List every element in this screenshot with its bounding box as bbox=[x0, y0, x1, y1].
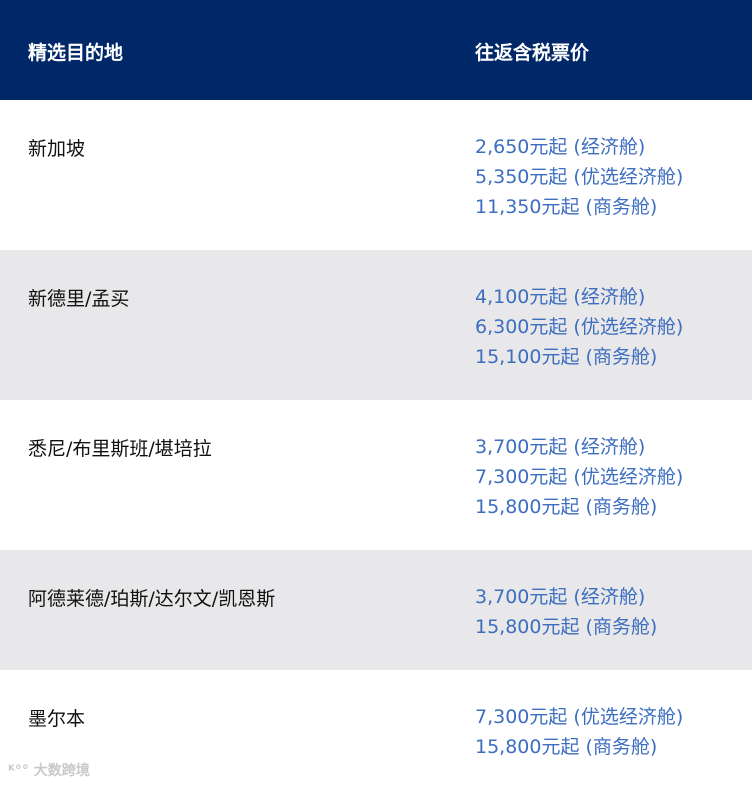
table-row: 新加坡 2,650元起 (经济舱) 5,350元起 (优选经济舱) 11,350… bbox=[0, 100, 752, 250]
price: 3,700元起 (经济舱) bbox=[475, 436, 646, 458]
price: 6,300元起 (优选经济舱) bbox=[475, 316, 684, 338]
price: 2,650元起 (经济舱) bbox=[475, 136, 646, 158]
price: 7,300元起 (优选经济舱) bbox=[475, 466, 684, 488]
destination: 阿德莱德/珀斯/达尔文/凯恩斯 bbox=[28, 588, 276, 610]
header-destination: 精选目的地 bbox=[28, 42, 124, 64]
watermark-text: 大数跨境 bbox=[33, 763, 90, 779]
price-list: 7,300元起 (优选经济舱) 15,800元起 (商务舱) bbox=[475, 702, 683, 762]
watermark-icon: ᴷ°° bbox=[8, 763, 34, 779]
destination: 新加坡 bbox=[28, 138, 86, 160]
price-list: 3,700元起 (经济舱) 7,300元起 (优选经济舱) 15,800元起 (… bbox=[475, 432, 683, 522]
price: 15,800元起 (商务舱) bbox=[475, 736, 658, 758]
destination: 悉尼/布里斯班/堪培拉 bbox=[28, 438, 212, 460]
price: 7,300元起 (优选经济舱) bbox=[475, 706, 684, 728]
watermark-logo: ᴷ°° 大数跨境 bbox=[8, 760, 90, 780]
table-row: 新德里/孟买 4,100元起 (经济舱) 6,300元起 (优选经济舱) 15,… bbox=[0, 250, 752, 400]
table-header: 精选目的地 往返含税票价 bbox=[0, 0, 752, 100]
table-row: 悉尼/布里斯班/堪培拉 3,700元起 (经济舱) 7,300元起 (优选经济舱… bbox=[0, 400, 752, 550]
price: 3,700元起 (经济舱) bbox=[475, 586, 646, 608]
price-list: 2,650元起 (经济舱) 5,350元起 (优选经济舱) 11,350元起 (… bbox=[475, 132, 683, 222]
table-row: 阿德莱德/珀斯/达尔文/凯恩斯 3,700元起 (经济舱) 15,800元起 (… bbox=[0, 550, 752, 670]
table-row: 墨尔本 7,300元起 (优选经济舱) 15,800元起 (商务舱) bbox=[0, 670, 752, 785]
price: 15,800元起 (商务舱) bbox=[475, 496, 658, 518]
price: 15,800元起 (商务舱) bbox=[475, 616, 658, 638]
price-list: 4,100元起 (经济舱) 6,300元起 (优选经济舱) 15,100元起 (… bbox=[475, 282, 683, 372]
destination: 新德里/孟买 bbox=[28, 288, 130, 310]
price-list: 3,700元起 (经济舱) 15,800元起 (商务舱) bbox=[475, 582, 657, 642]
destination: 墨尔本 bbox=[28, 708, 86, 730]
price: 4,100元起 (经济舱) bbox=[475, 286, 646, 308]
price: 15,100元起 (商务舱) bbox=[475, 346, 658, 368]
price: 11,350元起 (商务舱) bbox=[475, 196, 658, 218]
header-price: 往返含税票价 bbox=[475, 42, 590, 64]
price: 5,350元起 (优选经济舱) bbox=[475, 166, 684, 188]
